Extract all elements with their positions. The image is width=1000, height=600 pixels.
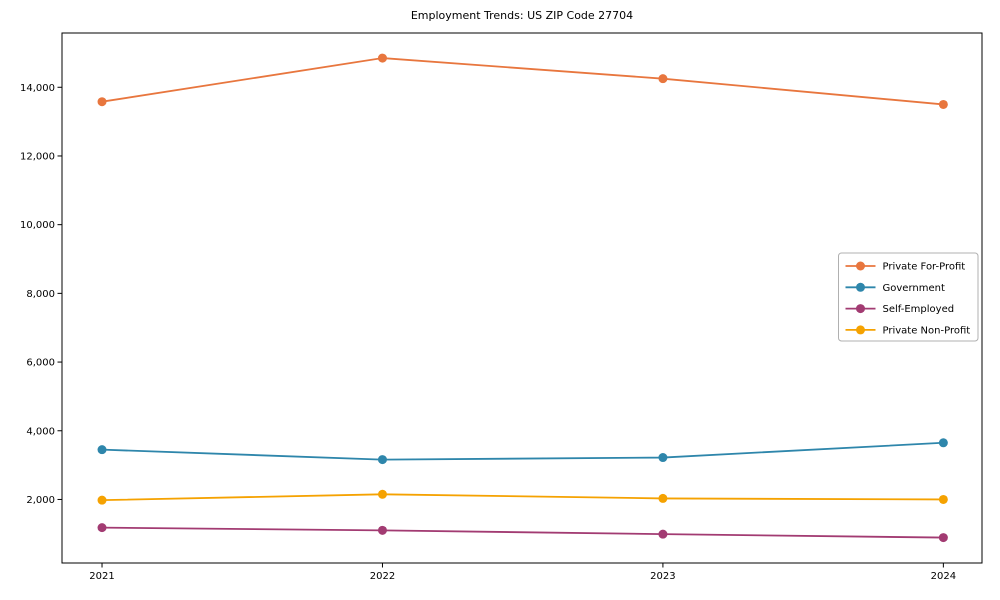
y-tick-label: 2,000	[26, 495, 55, 506]
legend-marker-icon	[856, 325, 865, 335]
data-point	[97, 523, 107, 533]
data-point	[377, 53, 387, 63]
legend-item-label: Private Non-Profit	[883, 325, 971, 336]
series-line	[102, 493, 944, 502]
legend-box	[838, 252, 979, 342]
series-line	[101, 57, 944, 106]
y-tick-label: 6,000	[26, 358, 55, 369]
data-point	[938, 438, 948, 448]
y-tick-label: 10,000	[20, 220, 55, 231]
y-tick-label: 12,000	[20, 151, 55, 162]
legend-marker-icon	[856, 261, 865, 271]
legend-item-label: Self-Employed	[883, 304, 955, 315]
data-point	[658, 453, 668, 463]
y-tick-label: 4,000	[26, 426, 55, 437]
data-point	[658, 529, 668, 539]
data-point	[97, 495, 107, 505]
x-tick-label: 2023	[650, 571, 675, 582]
x-tick-label: 2021	[89, 571, 114, 582]
data-point	[658, 74, 668, 84]
data-point	[377, 455, 387, 465]
legend-item-label: Private For-Profit	[883, 262, 966, 273]
data-point	[97, 445, 107, 455]
y-tick-label: 8,000	[26, 289, 55, 300]
chart-title: Employment Trends: US ZIP Code 27704	[410, 9, 634, 22]
x-tick-label: 2024	[931, 571, 956, 582]
data-point	[938, 99, 948, 109]
x-tick-label: 2022	[370, 571, 395, 582]
legend-marker-icon	[856, 304, 865, 314]
data-point	[377, 489, 387, 499]
data-point	[938, 533, 948, 543]
data-point	[97, 97, 107, 107]
series-line	[101, 441, 944, 461]
legend-item-label: Government	[883, 283, 945, 294]
series-line	[102, 526, 944, 539]
data-point	[658, 493, 668, 503]
plot-border	[61, 32, 983, 564]
data-point	[938, 494, 948, 504]
data-point	[377, 525, 387, 535]
legend-marker-icon	[856, 282, 865, 292]
y-tick-label: 14,000	[20, 83, 55, 94]
